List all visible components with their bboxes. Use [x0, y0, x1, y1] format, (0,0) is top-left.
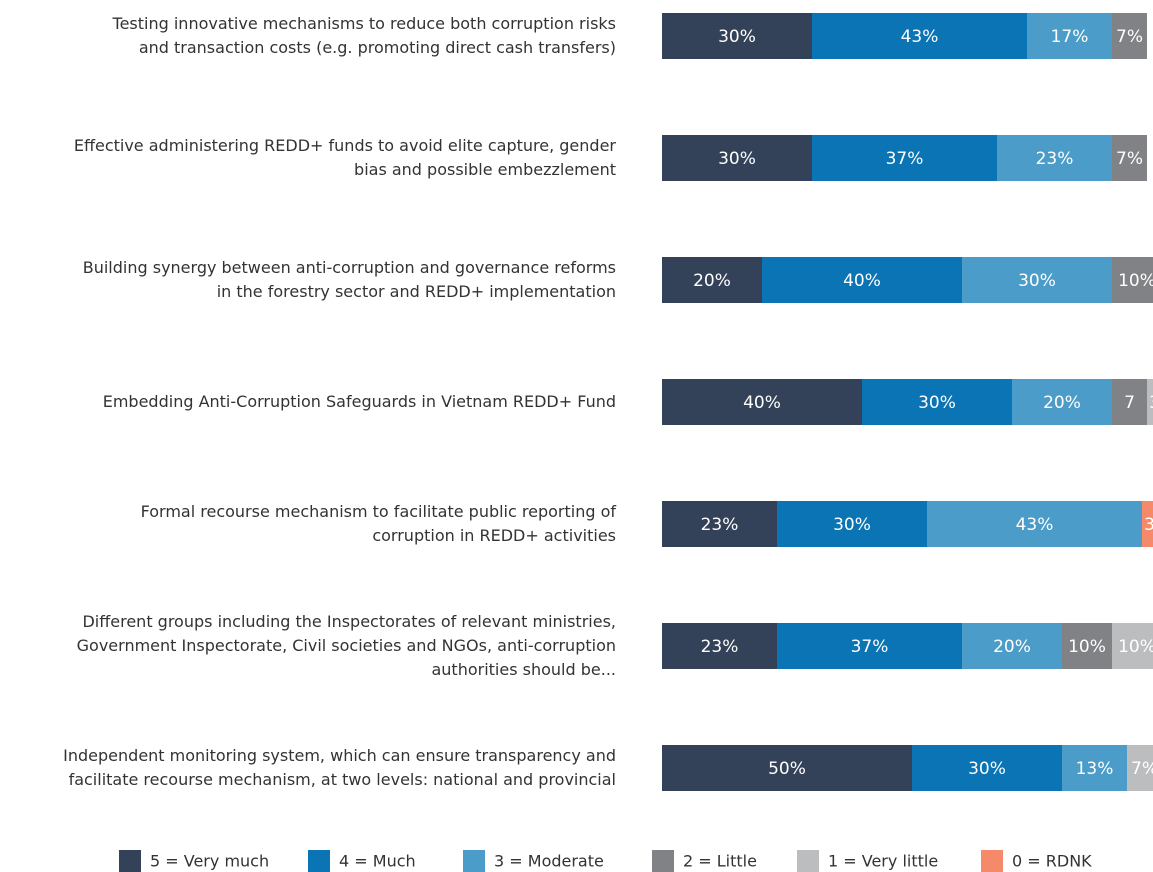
data-label: 30% — [718, 149, 756, 169]
legend-swatch — [797, 850, 819, 872]
bar-segment — [777, 501, 927, 547]
bar-segment — [1112, 13, 1147, 59]
data-label: 10% — [1068, 637, 1106, 657]
data-label: 43% — [1016, 515, 1054, 535]
category-label: Testing innovative mechanisms to reduce … — [112, 14, 616, 57]
bar-segment — [962, 623, 1062, 669]
data-label: 30% — [718, 27, 756, 47]
legend-label: 4 = Much — [339, 852, 416, 871]
data-label: 37% — [851, 637, 889, 657]
legend-label: 0 = RDNK — [1012, 852, 1092, 871]
bar-segment — [1062, 623, 1112, 669]
data-label: 20% — [993, 637, 1031, 657]
legend-label: 2 = Little — [683, 852, 757, 871]
data-label: 13% — [1076, 759, 1114, 779]
bar-segment — [662, 135, 812, 181]
data-label: 43% — [901, 27, 939, 47]
bar-segment — [662, 257, 762, 303]
data-label: 37% — [886, 149, 924, 169]
data-label: 23% — [701, 637, 739, 657]
category-label: Building synergy between anti-corruption… — [82, 258, 616, 301]
legend-label: 3 = Moderate — [494, 852, 604, 871]
bar-segment — [997, 135, 1112, 181]
category-label: Different groups including the Inspector… — [76, 612, 616, 679]
bar-segment — [1112, 257, 1153, 303]
data-label: 7% — [1116, 27, 1143, 47]
bar-segment — [762, 257, 962, 303]
bar-segment — [1142, 501, 1153, 547]
bar-segment — [1062, 745, 1127, 791]
data-label: 3 — [1144, 515, 1153, 535]
bar-segment — [812, 13, 1027, 59]
data-label: 50% — [768, 759, 806, 779]
data-label: 10% — [1118, 637, 1153, 657]
bar-segment — [1112, 623, 1153, 669]
data-label: 17% — [1051, 27, 1089, 47]
data-label: 23% — [1036, 149, 1074, 169]
category-label: Formal recourse mechanism to facilitate … — [140, 502, 616, 545]
data-label: 30% — [968, 759, 1006, 779]
bar-segment — [862, 379, 1012, 425]
bar-segment — [1147, 379, 1153, 425]
data-label: 7% — [1131, 759, 1153, 779]
legend-swatch — [981, 850, 1003, 872]
bar-segment — [1112, 135, 1147, 181]
bar-segment — [662, 745, 912, 791]
bar-segment — [777, 623, 962, 669]
category-label: Embedding Anti-Corruption Safeguards in … — [102, 392, 616, 411]
data-label: 3 — [1149, 393, 1153, 413]
bar-segment — [912, 745, 1062, 791]
data-label: 40% — [743, 393, 781, 413]
data-label: 20% — [693, 271, 731, 291]
legend-label: 5 = Very much — [150, 852, 269, 871]
legend-swatch — [308, 850, 330, 872]
legend-label: 1 = Very little — [828, 852, 938, 871]
data-label: 7% — [1116, 149, 1143, 169]
bar-segment — [962, 257, 1112, 303]
data-label: 10% — [1118, 271, 1153, 291]
data-label: 30% — [1018, 271, 1056, 291]
bar-segment — [812, 135, 997, 181]
bar-segment — [662, 623, 777, 669]
category-label: Effective administering REDD+ funds to a… — [73, 136, 616, 179]
data-label: 30% — [918, 393, 956, 413]
data-label: 20% — [1043, 393, 1081, 413]
bar-segment — [1127, 745, 1153, 791]
data-label: 30% — [833, 515, 871, 535]
bar-segment — [662, 13, 812, 59]
data-label: 7 — [1124, 393, 1135, 413]
bar-segment — [1012, 379, 1112, 425]
bar-segment — [662, 379, 862, 425]
bar-segment — [1112, 379, 1147, 425]
bar-segment — [1027, 13, 1112, 59]
data-label: 40% — [843, 271, 881, 291]
bar-segment — [927, 501, 1142, 547]
bar-segment — [662, 501, 777, 547]
category-label: Independent monitoring system, which can… — [63, 746, 616, 789]
legend-swatch — [463, 850, 485, 872]
legend-swatch — [652, 850, 674, 872]
data-label: 23% — [701, 515, 739, 535]
legend-swatch — [119, 850, 141, 872]
